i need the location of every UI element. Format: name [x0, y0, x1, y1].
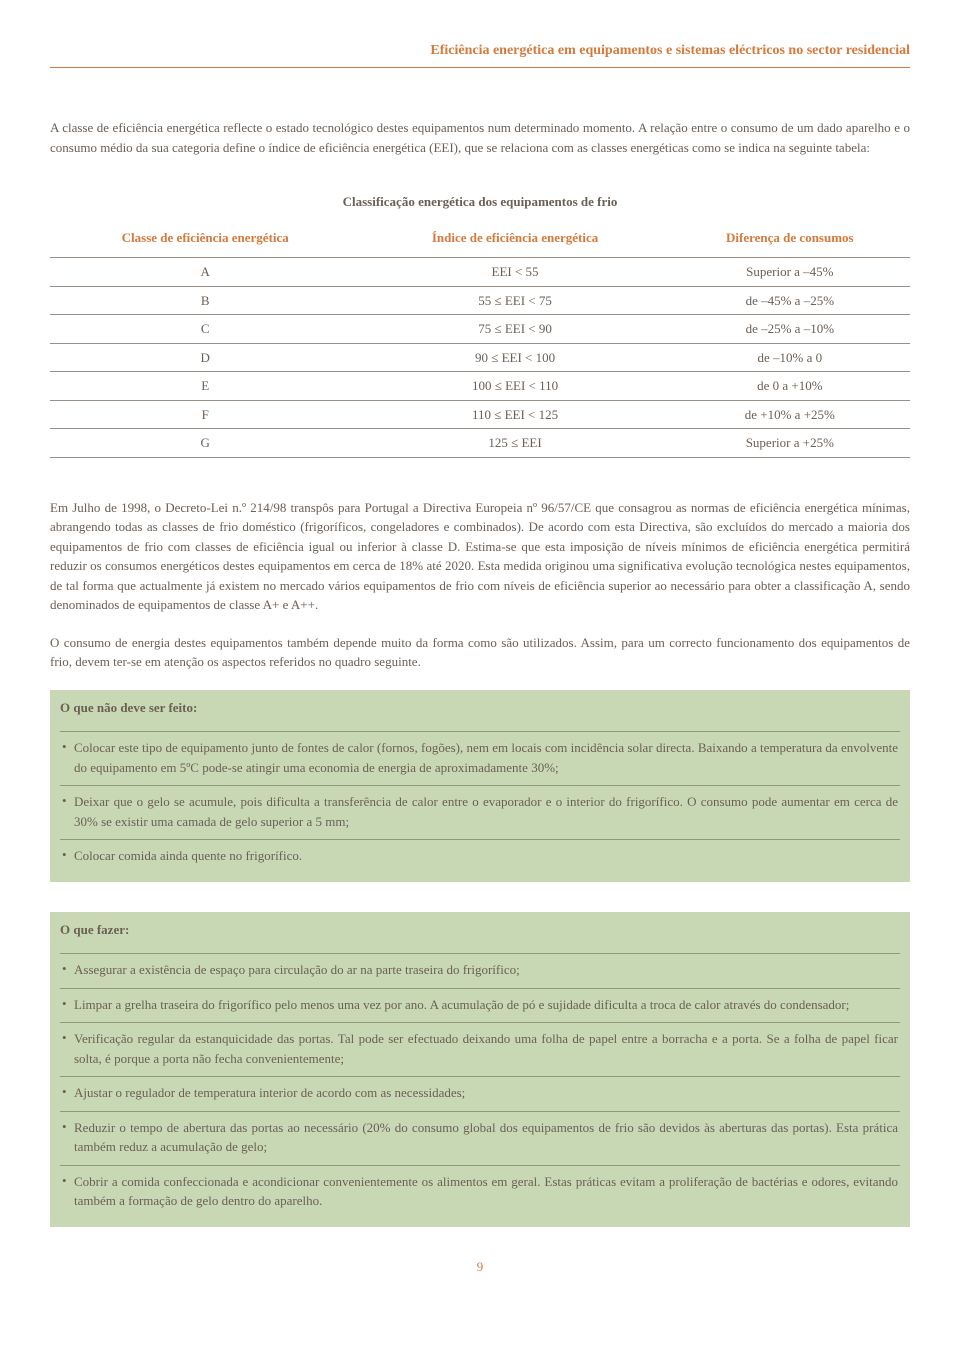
table-cell: 125 ≤ EEI	[360, 429, 669, 458]
table-row: B55 ≤ EEI < 75de –45% a –25%	[50, 286, 910, 315]
page-number: 9	[50, 1257, 910, 1277]
box-dont-item: Deixar que o gelo se acumule, pois dific…	[60, 785, 900, 839]
box-dont: O que não deve ser feito: Colocar este t…	[50, 690, 910, 882]
table-cell: 90 ≤ EEI < 100	[360, 343, 669, 372]
box-do-body: Assegurar a existência de espaço para ci…	[50, 953, 910, 1227]
box-do-item: Assegurar a existência de espaço para ci…	[60, 953, 900, 988]
table-body: AEEI < 55Superior a –45%B55 ≤ EEI < 75de…	[50, 258, 910, 458]
page-header: Eficiência energética em equipamentos e …	[50, 40, 910, 68]
box-dont-item: Colocar este tipo de equipamento junto d…	[60, 731, 900, 785]
table-cell: de –10% a 0	[670, 343, 910, 372]
box-do-title: O que fazer:	[50, 912, 910, 954]
body-paragraph-1: Em Julho de 1998, o Decreto-Lei n.º 214/…	[50, 498, 910, 615]
table-title: Classificação energética dos equipamento…	[50, 192, 910, 212]
table-cell: 55 ≤ EEI < 75	[360, 286, 669, 315]
table-header-row: Classe de eficiência energética Índice d…	[50, 222, 910, 258]
table-header-col3: Diferença de consumos	[670, 222, 910, 258]
table-row: AEEI < 55Superior a –45%	[50, 258, 910, 287]
table-cell: D	[50, 343, 360, 372]
box-dont-body: Colocar este tipo de equipamento junto d…	[50, 731, 910, 882]
table-header-col1: Classe de eficiência energética	[50, 222, 360, 258]
box-do-item: Cobrir a comida confeccionada e acondici…	[60, 1165, 900, 1219]
box-do-item: Limpar a grelha traseira do frigorífico …	[60, 988, 900, 1023]
box-do-item: Reduzir o tempo de abertura das portas a…	[60, 1111, 900, 1165]
classification-table: Classe de eficiência energética Índice d…	[50, 222, 910, 458]
body-paragraph-2: O consumo de energia destes equipamentos…	[50, 633, 910, 672]
table-cell: de –25% a –10%	[670, 315, 910, 344]
table-row: E100 ≤ EEI < 110de 0 a +10%	[50, 372, 910, 401]
box-dont-title: O que não deve ser feito:	[50, 690, 910, 732]
table-cell: de –45% a –25%	[670, 286, 910, 315]
table-cell: Superior a –45%	[670, 258, 910, 287]
table-cell: E	[50, 372, 360, 401]
table-row: C75 ≤ EEI < 90de –25% a –10%	[50, 315, 910, 344]
table-cell: F	[50, 400, 360, 429]
box-do-item: Ajustar o regulador de temperatura inter…	[60, 1076, 900, 1111]
table-cell: C	[50, 315, 360, 344]
table-header-col2: Índice de eficiência energética	[360, 222, 669, 258]
box-dont-item: Colocar comida ainda quente no frigorífi…	[60, 839, 900, 874]
table-cell: de 0 a +10%	[670, 372, 910, 401]
table-cell: A	[50, 258, 360, 287]
table-row: G125 ≤ EEISuperior a +25%	[50, 429, 910, 458]
table-row: F110 ≤ EEI < 125de +10% a +25%	[50, 400, 910, 429]
table-cell: 110 ≤ EEI < 125	[360, 400, 669, 429]
table-cell: EEI < 55	[360, 258, 669, 287]
box-do: O que fazer: Assegurar a existência de e…	[50, 912, 910, 1227]
table-cell: de +10% a +25%	[670, 400, 910, 429]
box-do-item: Verificação regular da estanquicidade da…	[60, 1022, 900, 1076]
table-row: D90 ≤ EEI < 100de –10% a 0	[50, 343, 910, 372]
intro-paragraph: A classe de eficiência energética reflec…	[50, 118, 910, 157]
table-cell: G	[50, 429, 360, 458]
table-cell: 100 ≤ EEI < 110	[360, 372, 669, 401]
table-cell: 75 ≤ EEI < 90	[360, 315, 669, 344]
header-title: Eficiência energética em equipamentos e …	[430, 43, 910, 58]
table-cell: Superior a +25%	[670, 429, 910, 458]
table-cell: B	[50, 286, 360, 315]
